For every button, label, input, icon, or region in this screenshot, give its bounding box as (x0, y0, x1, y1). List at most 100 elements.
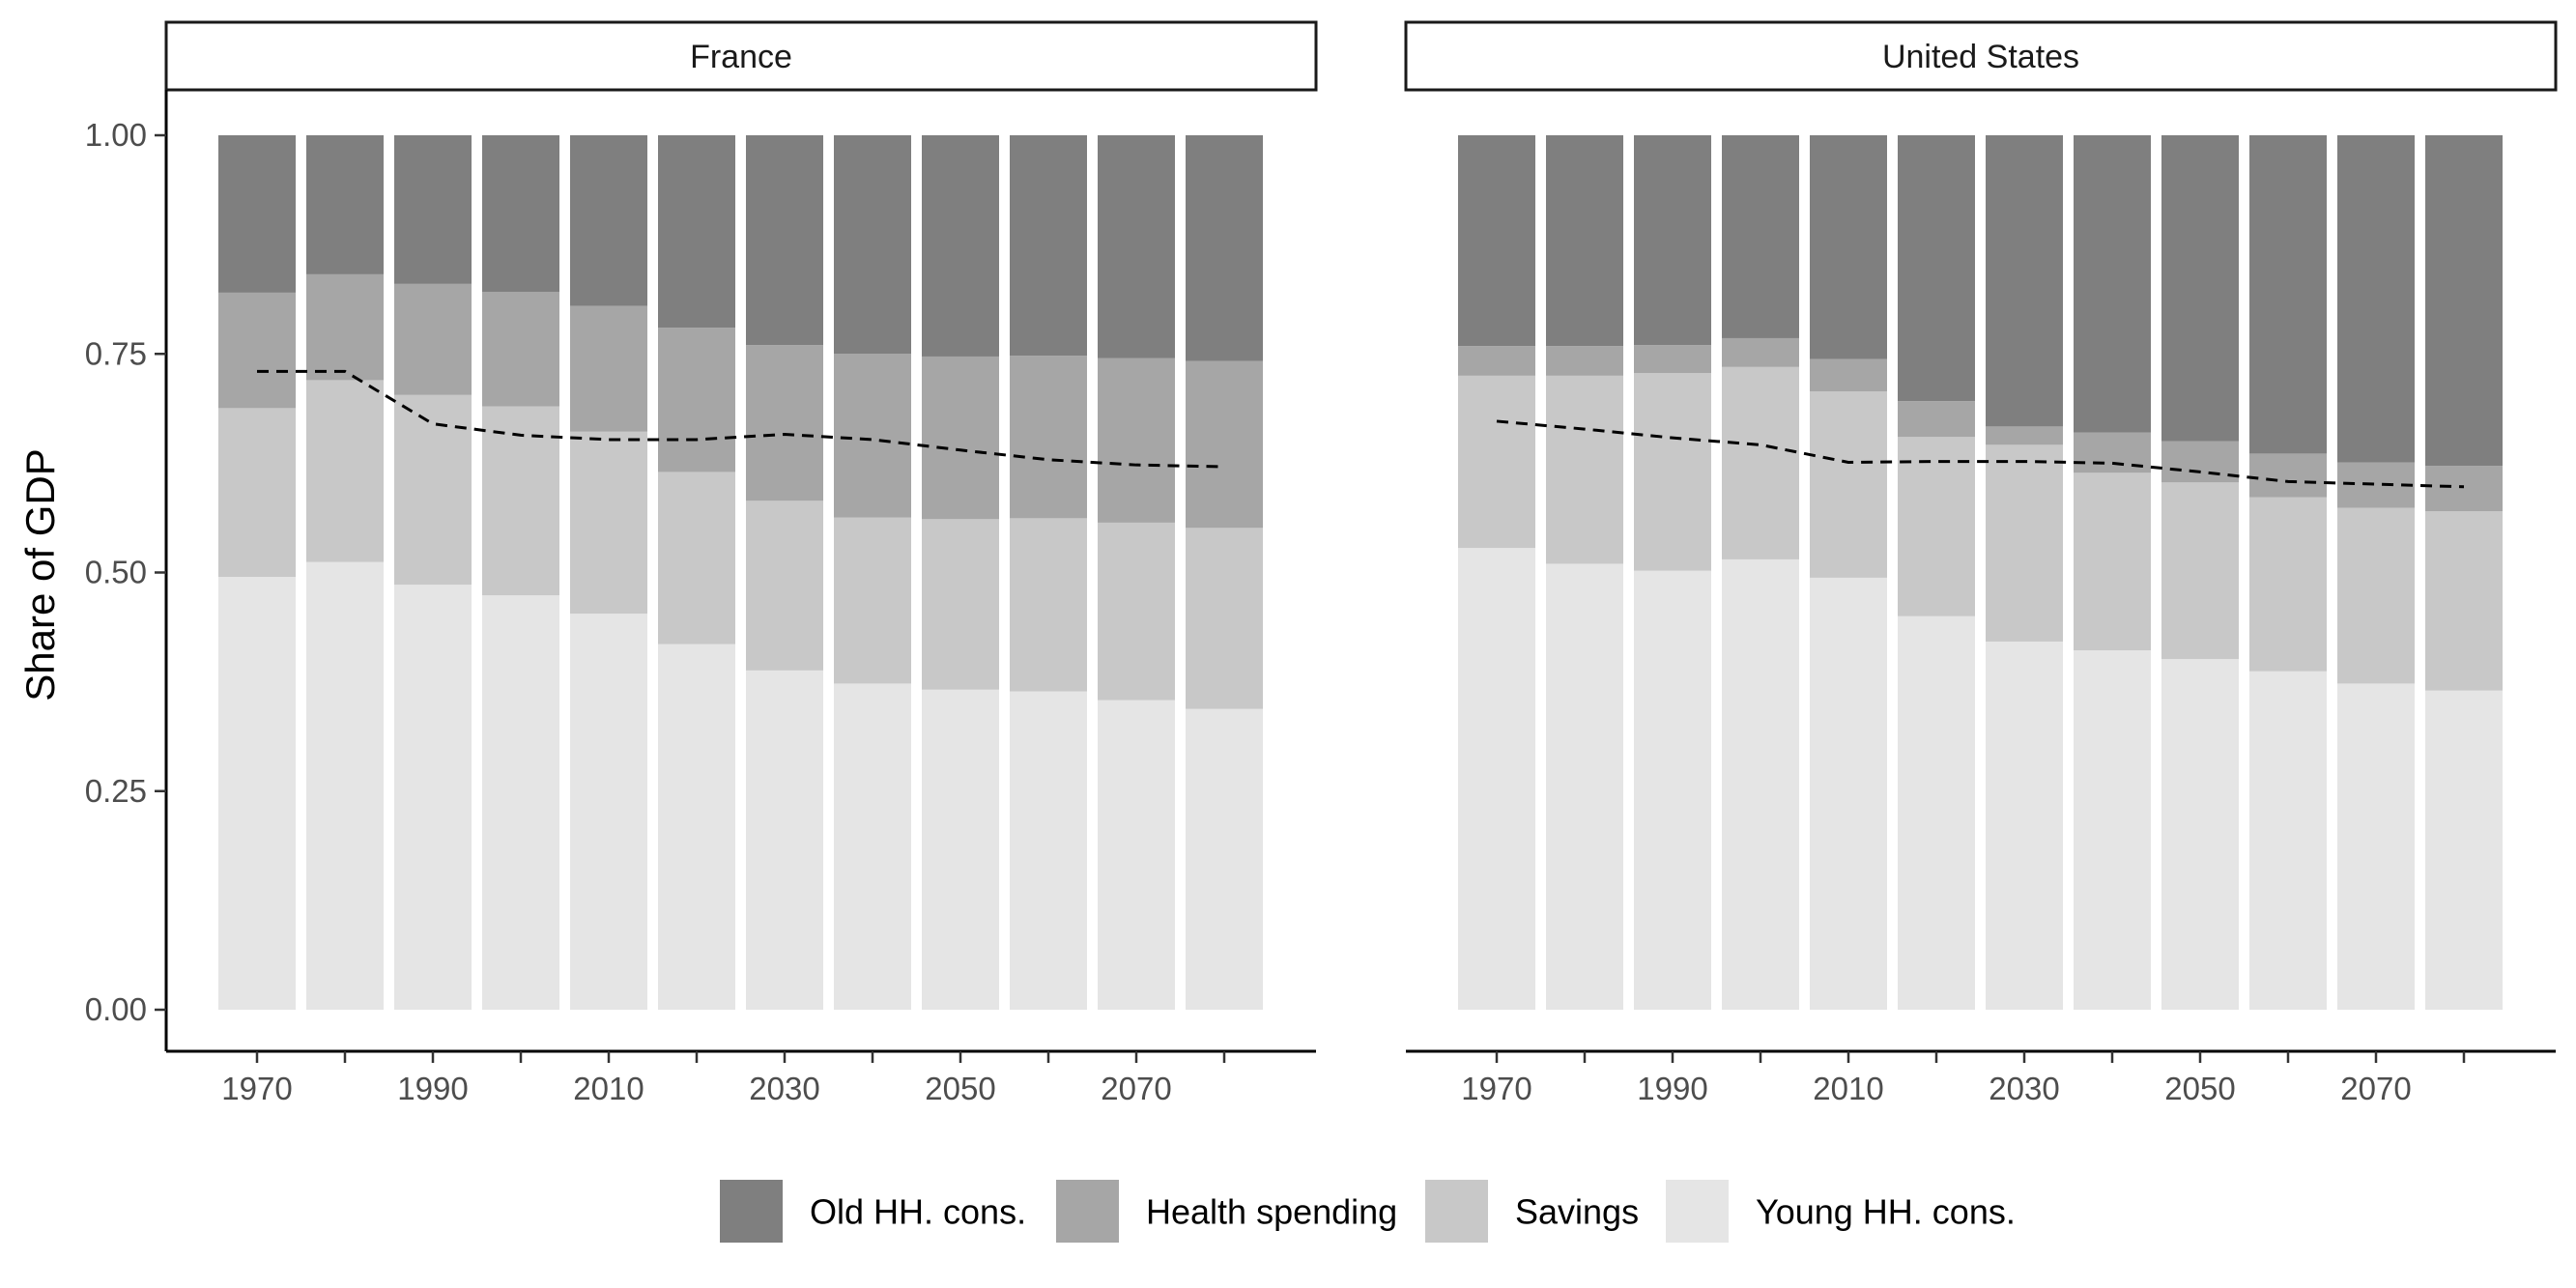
y-tick-label-1.00: 1.00 (85, 117, 147, 153)
bar-health-spending-2060 (2249, 453, 2327, 498)
bar-savings-2010 (570, 431, 647, 615)
bar-young-hh-cons-2070 (2337, 683, 2415, 1010)
strip-united-states (1404, 20, 2558, 92)
bar-young-hh-cons-2080 (1186, 708, 1263, 1010)
bar-savings-1980 (1546, 375, 1623, 564)
bar-health-spending-1970 (218, 292, 296, 409)
bar-health-spending-2020 (658, 328, 735, 472)
bar-savings-2070 (2337, 507, 2415, 684)
legend: Old HH. cons. Health spending Savings Young… (720, 1180, 2016, 1243)
bar-old-hh-cons-1990 (394, 135, 472, 284)
bar-savings-2080 (2425, 511, 2503, 691)
bar-health-spending-1990 (1634, 345, 1711, 374)
y-tick-label-0.00: 0.00 (85, 991, 147, 1027)
bar-old-hh-cons-2040 (2074, 135, 2151, 433)
legend-key-health-spending (1056, 1180, 1119, 1243)
bar-old-hh-cons-2030 (746, 135, 823, 346)
bar-old-hh-cons-1970 (218, 135, 296, 293)
bar-savings-2030 (746, 501, 823, 671)
bar-old-hh-cons-1980 (1546, 135, 1623, 347)
bar-young-hh-cons-1980 (1546, 563, 1623, 1010)
legend-label-young-hh-cons: Young HH. cons. (1756, 1192, 2016, 1232)
legend-key-savings (1425, 1180, 1488, 1243)
bar-health-spending-2080 (2425, 466, 2503, 512)
strip-label-united-states: United States (1882, 39, 2079, 75)
bar-old-hh-cons-1980 (306, 135, 384, 274)
bar-old-hh-cons-2060 (1010, 135, 1087, 357)
bar-young-hh-cons-1990 (1634, 570, 1711, 1010)
x-tick-label-2010: 2010 (1813, 1071, 1883, 1106)
bars-france (218, 135, 1263, 1010)
bar-young-hh-cons-2010 (570, 614, 647, 1010)
x-tick-label-2010: 2010 (573, 1071, 644, 1106)
bar-health-spending-2030 (1986, 426, 2063, 445)
bar-health-spending-2070 (1098, 358, 1175, 523)
bar-old-hh-cons-2000 (482, 135, 559, 292)
bar-old-hh-cons-2020 (1898, 135, 1975, 402)
x-tick-label-1990: 1990 (1637, 1071, 1707, 1106)
line-france (257, 369, 1225, 469)
bar-old-hh-cons-1990 (1634, 135, 1711, 346)
bar-old-hh-cons-2010 (570, 135, 647, 306)
bar-old-hh-cons-1970 (1458, 135, 1535, 347)
bar-savings-2050 (922, 519, 999, 690)
bar-health-spending-1970 (1458, 346, 1535, 376)
bar-savings-1970 (218, 408, 296, 578)
bar-savings-2060 (1010, 518, 1087, 692)
bar-savings-1980 (306, 380, 384, 562)
bar-savings-2050 (2161, 482, 2239, 660)
x-tick-label-1970: 1970 (1461, 1071, 1531, 1106)
bar-health-spending-2000 (1722, 337, 1799, 367)
bar-young-hh-cons-2030 (1986, 641, 2063, 1010)
bar-old-hh-cons-2070 (2337, 135, 2415, 463)
bar-young-hh-cons-2050 (922, 689, 999, 1010)
bar-savings-1970 (1458, 375, 1535, 549)
bar-savings-2040 (834, 517, 911, 684)
y-tick-label-0.25: 0.25 (85, 773, 147, 809)
bar-health-spending-1990 (394, 283, 472, 395)
bar-young-hh-cons-2030 (746, 670, 823, 1010)
bar-savings-2000 (1722, 366, 1799, 559)
panel-united-states: United States 1970 1990 2010 2030 2050 2070 (1404, 20, 2558, 1106)
bar-health-spending-2050 (2161, 441, 2239, 483)
bar-health-spending-2060 (1010, 356, 1087, 519)
bar-health-spending-1980 (306, 273, 384, 381)
bar-old-hh-cons-2080 (1186, 135, 1263, 361)
bar-young-hh-cons-2000 (482, 595, 559, 1010)
bar-health-spending-2080 (1186, 360, 1263, 529)
bar-young-hh-cons-2040 (2074, 650, 2151, 1010)
bar-young-hh-cons-1990 (394, 585, 472, 1010)
bars-united-states (1458, 135, 2503, 1010)
x-tick-label-2070: 2070 (2340, 1071, 2411, 1106)
bar-savings-2020 (1898, 437, 1975, 616)
bar-young-hh-cons-2010 (1810, 577, 1887, 1010)
bar-old-hh-cons-2050 (922, 135, 999, 357)
bar-savings-2080 (1186, 528, 1263, 709)
bar-old-hh-cons-2070 (1098, 135, 1175, 358)
strip-france (164, 20, 1318, 92)
bar-savings-2010 (1810, 391, 1887, 578)
x-tick-label-2030: 2030 (1989, 1071, 2059, 1106)
bar-young-hh-cons-2050 (2161, 659, 2239, 1010)
bar-old-hh-cons-2020 (658, 135, 735, 329)
legend-key-young-hh-cons (1666, 1180, 1729, 1243)
x-tick-label-1990: 1990 (397, 1071, 468, 1106)
bar-savings-2040 (2074, 472, 2151, 651)
bar-old-hh-cons-2000 (1722, 135, 1799, 338)
bar-young-hh-cons-2000 (1722, 558, 1799, 1010)
bar-savings-1990 (1634, 373, 1711, 571)
legend-label-old-hh-cons: Old HH. cons. (810, 1192, 1026, 1232)
bar-young-hh-cons-2040 (834, 683, 911, 1010)
bar-young-hh-cons-2020 (1898, 615, 1975, 1010)
line-united-states (1496, 419, 2465, 489)
legend-label-health-spending: Health spending (1146, 1192, 1397, 1232)
bar-young-hh-cons-1970 (1458, 548, 1535, 1010)
bar-young-hh-cons-2020 (658, 644, 735, 1010)
bar-young-hh-cons-2060 (1010, 691, 1087, 1010)
bar-savings-1990 (394, 394, 472, 586)
bar-savings-2030 (1986, 444, 2063, 642)
y-axis-title: Share of GDP (17, 448, 63, 701)
bar-health-spending-2010 (1810, 358, 1887, 392)
bar-savings-2070 (1098, 522, 1175, 701)
